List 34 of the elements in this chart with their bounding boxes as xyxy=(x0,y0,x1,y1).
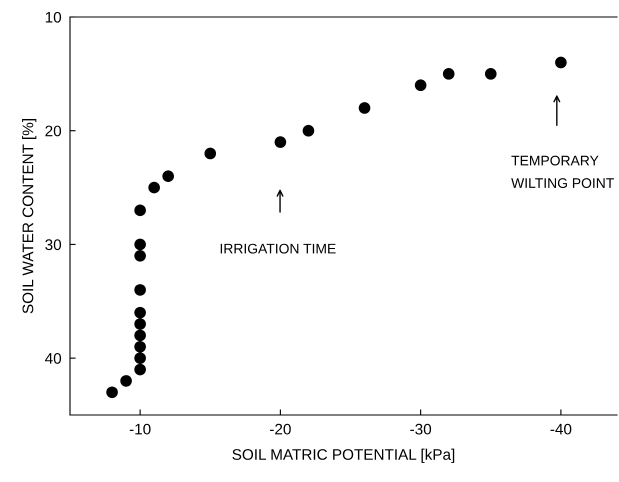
y-tick-label: 30 xyxy=(45,239,62,250)
point xyxy=(134,284,146,296)
x-tick-label: -20 xyxy=(270,424,291,435)
point xyxy=(134,306,146,318)
point xyxy=(134,204,146,216)
point xyxy=(134,364,146,376)
y-tick-label: 10 xyxy=(46,12,62,23)
point xyxy=(134,352,146,364)
point xyxy=(120,375,132,387)
point xyxy=(414,79,426,92)
point xyxy=(442,68,454,80)
point xyxy=(358,102,370,114)
point xyxy=(555,56,567,68)
annotation: IRRIGATION TIME xyxy=(220,244,336,254)
y-tick-label: 40 xyxy=(45,353,62,364)
x-tick-label: -40 xyxy=(550,424,572,435)
point xyxy=(484,68,497,80)
point xyxy=(204,148,216,160)
point xyxy=(302,124,314,137)
x-axis-title: SOIL MATRIC POTENTIAL [kPa] xyxy=(232,448,454,463)
x-tick-label: -30 xyxy=(410,424,432,435)
point xyxy=(134,318,146,330)
point xyxy=(148,182,160,194)
point xyxy=(134,340,146,353)
y-tick-label: 20 xyxy=(45,126,62,136)
point xyxy=(134,330,146,342)
y-axis-title: SOIL WATER CONTENT [%] xyxy=(22,119,36,314)
x-tick-label: -10 xyxy=(130,424,151,435)
point xyxy=(106,386,118,398)
point xyxy=(134,238,146,250)
annotation: TEMPORARY WILTING POINT xyxy=(511,156,614,188)
point xyxy=(274,136,286,148)
point xyxy=(134,250,146,262)
point xyxy=(162,170,174,182)
